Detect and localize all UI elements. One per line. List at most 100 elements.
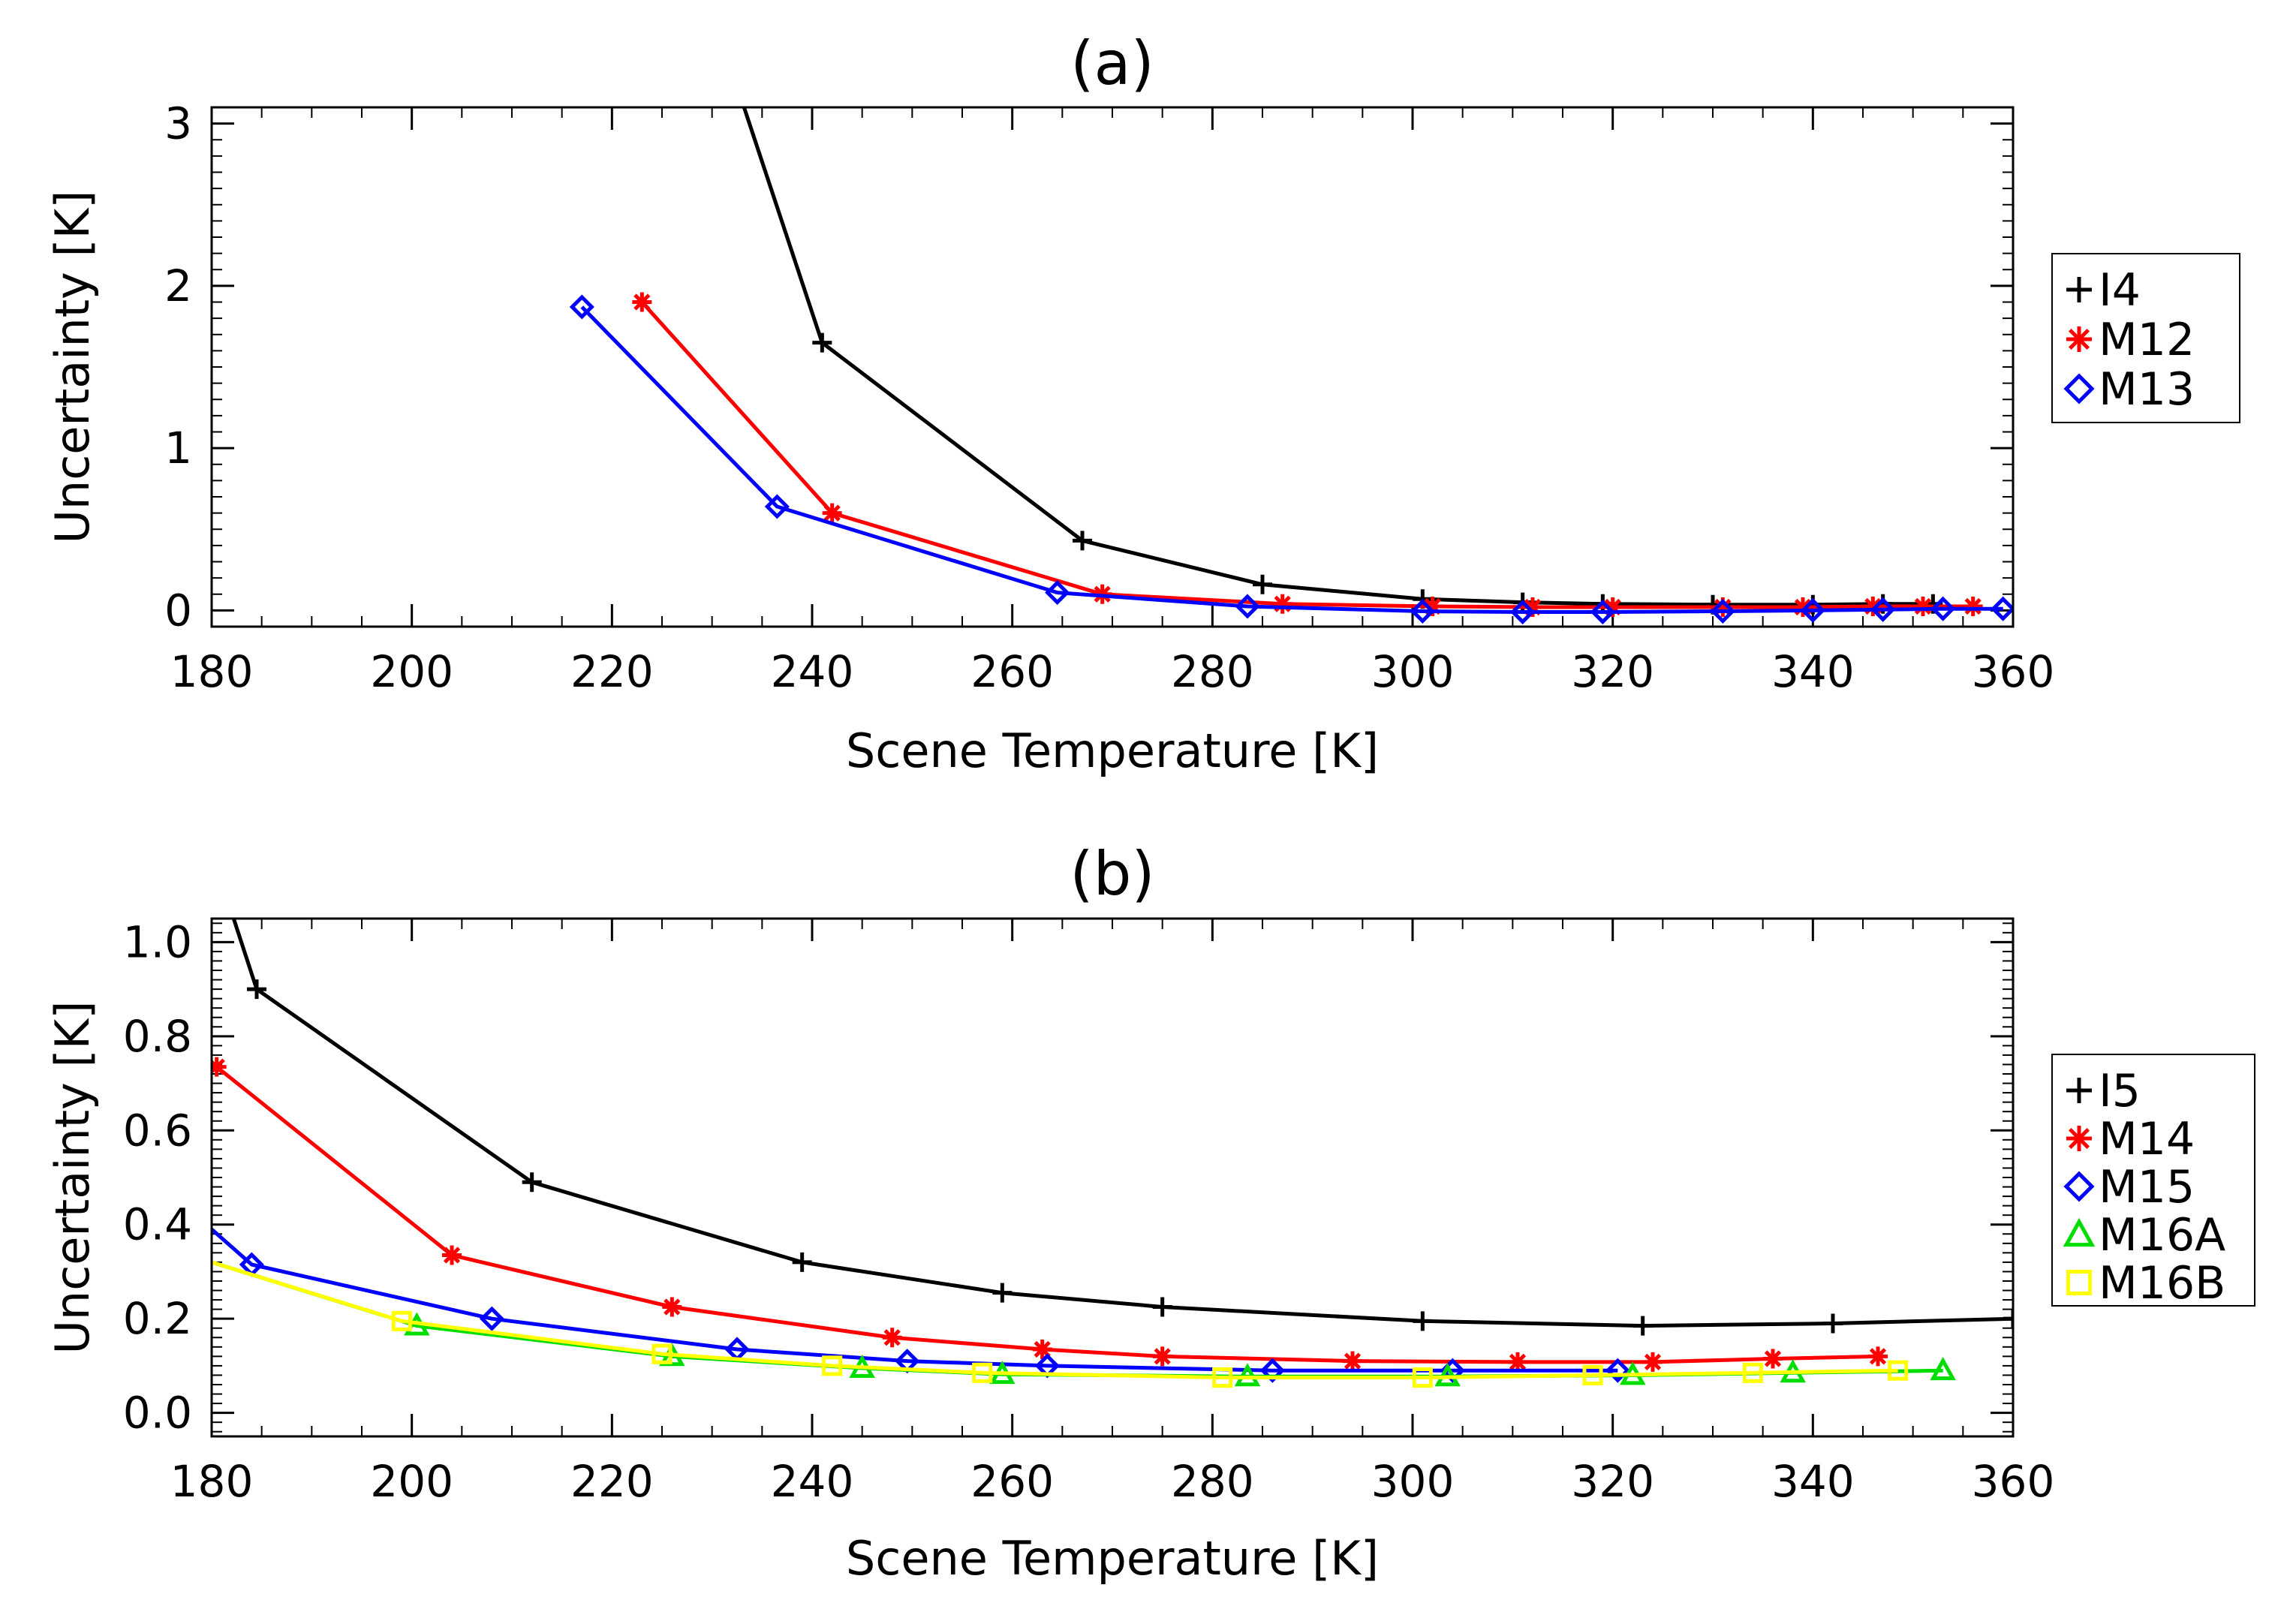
data-point-m14 bbox=[882, 1328, 902, 1348]
chart-panel-b: (b) 180 200 220 240 260 280 300 320 340 360 0.0 0.2 0… bbox=[45, 839, 2255, 1586]
data-point-m14 bbox=[662, 1297, 682, 1317]
legend-marker-m16b bbox=[2066, 1270, 2092, 1295]
data-point-m12 bbox=[1863, 596, 1883, 616]
data-point-m16b bbox=[822, 1355, 843, 1376]
data-point-i5 bbox=[1413, 1311, 1433, 1331]
x-tick-label: 300 bbox=[1371, 646, 1455, 697]
plot-frame bbox=[210, 106, 2015, 628]
data-point-m14 bbox=[1868, 1346, 1888, 1367]
data-point-m14 bbox=[1343, 1351, 1362, 1371]
x-axis-label: Scene Temperature [K] bbox=[846, 723, 1379, 778]
y-tick-label: 0.8 bbox=[123, 1011, 192, 1062]
data-point-m16b bbox=[651, 1343, 673, 1364]
y-tick-label: 0.0 bbox=[123, 1388, 192, 1439]
data-point-m12 bbox=[1913, 596, 1933, 616]
data-point-m13 bbox=[1870, 597, 1896, 622]
y-axis-label: Uncertainty [K] bbox=[45, 1001, 100, 1355]
legend-label-m14: M14 bbox=[2099, 1113, 2195, 1165]
x-tick-label: 180 bbox=[170, 1456, 254, 1507]
data-point-i4 bbox=[1253, 574, 1272, 594]
x-tick-label: 260 bbox=[970, 1456, 1054, 1507]
data-point-m12 bbox=[1793, 597, 1813, 618]
x-tick-label: 260 bbox=[970, 646, 1054, 697]
data-point-m14 bbox=[1643, 1352, 1663, 1372]
series-line-m16b bbox=[212, 1260, 1898, 1380]
x-tick-label: 320 bbox=[1571, 1456, 1654, 1507]
series-m13 bbox=[569, 294, 2013, 625]
series-line-i5 bbox=[231, 919, 2013, 1328]
plot-data bbox=[212, 919, 2013, 1388]
data-point-i4 bbox=[812, 332, 832, 353]
x-tick-label: 360 bbox=[1972, 646, 2055, 697]
legend-label-i5: I5 bbox=[2099, 1065, 2141, 1117]
x-tick-label: 280 bbox=[1171, 646, 1254, 697]
x-tick-label: 200 bbox=[370, 646, 453, 697]
chart-title: (b) bbox=[1070, 839, 1154, 909]
data-point-m14 bbox=[212, 1057, 227, 1077]
legend-marker-m16a bbox=[2063, 1217, 2096, 1247]
data-point-m12 bbox=[1272, 594, 1292, 614]
data-point-m14 bbox=[1763, 1349, 1783, 1369]
series-m14 bbox=[212, 1057, 1888, 1372]
data-point-m13 bbox=[1590, 600, 1615, 625]
data-point-i4 bbox=[1073, 531, 1092, 551]
legend-marker-m15 bbox=[2063, 1171, 2095, 1202]
data-point-m12 bbox=[1602, 597, 1623, 618]
data-point-m16b bbox=[1888, 1360, 1909, 1381]
legend-marker-i4 bbox=[2066, 277, 2092, 302]
legend-label-m13: M13 bbox=[2099, 363, 2195, 416]
legend-marker-i5 bbox=[2066, 1078, 2092, 1103]
data-point-m13 bbox=[1991, 596, 2013, 621]
data-point-m13 bbox=[1930, 596, 1956, 621]
chart-panel-a: (a) 180 200 220 240 260 280 300 320 340 360 0 1 2 3 Sce… bbox=[45, 29, 2240, 778]
data-point-m16b bbox=[1412, 1367, 1433, 1388]
data-point-i5 bbox=[1632, 1316, 1653, 1336]
legend-marker-m13 bbox=[2063, 373, 2095, 405]
y-tick-label: 0.2 bbox=[123, 1293, 192, 1344]
x-tick-label: 220 bbox=[570, 646, 654, 697]
data-point-m14 bbox=[442, 1245, 462, 1265]
data-point-m12 bbox=[1963, 596, 1983, 616]
data-point-m16b bbox=[1582, 1364, 1603, 1386]
data-point-m16b bbox=[1212, 1367, 1233, 1388]
data-point-m13 bbox=[1710, 598, 1735, 624]
data-point-i5 bbox=[2003, 1309, 2013, 1329]
series-line-m15 bbox=[212, 1228, 1618, 1373]
y-tick-label: 0.4 bbox=[123, 1199, 192, 1250]
x-tick-label: 360 bbox=[1972, 1456, 2055, 1507]
x-tick-label: 320 bbox=[1571, 646, 1654, 697]
x-tick-label: 200 bbox=[370, 1456, 453, 1507]
x-tick-label: 240 bbox=[771, 1456, 854, 1507]
data-point-m16b bbox=[391, 1310, 412, 1331]
series-m16b bbox=[212, 1260, 1909, 1388]
data-point-i5 bbox=[522, 1172, 542, 1192]
data-point-m15 bbox=[1605, 1358, 1630, 1383]
legend-label-m12: M12 bbox=[2099, 314, 2195, 366]
data-point-i5 bbox=[247, 979, 266, 1000]
data-point-m12 bbox=[632, 292, 652, 312]
data-point-m16b bbox=[972, 1362, 993, 1383]
data-point-m13 bbox=[569, 294, 594, 320]
data-point-m13 bbox=[1800, 597, 1825, 623]
y-tick-label: 0 bbox=[164, 585, 192, 636]
y-tick-label: 3 bbox=[164, 98, 192, 149]
data-point-i5 bbox=[992, 1283, 1013, 1303]
data-point-m13 bbox=[1510, 600, 1536, 625]
data-point-m14 bbox=[1152, 1346, 1172, 1367]
series-i5 bbox=[231, 919, 2013, 1336]
legend-label-m16a: M16A bbox=[2099, 1209, 2225, 1262]
legend-label-m15: M15 bbox=[2099, 1161, 2195, 1214]
data-point-m15 bbox=[479, 1306, 504, 1331]
data-point-i5 bbox=[1152, 1297, 1172, 1317]
x-tick-label: 300 bbox=[1371, 1456, 1455, 1507]
y-axis-label: Uncertainty [K] bbox=[45, 191, 100, 544]
legend-marker-m14 bbox=[2066, 1126, 2092, 1151]
data-point-m13 bbox=[1045, 580, 1070, 606]
x-tick-label: 240 bbox=[771, 646, 854, 697]
y-tick-label: 1.0 bbox=[123, 916, 192, 967]
data-point-m13 bbox=[764, 494, 790, 519]
x-tick-label: 280 bbox=[1171, 1456, 1254, 1507]
